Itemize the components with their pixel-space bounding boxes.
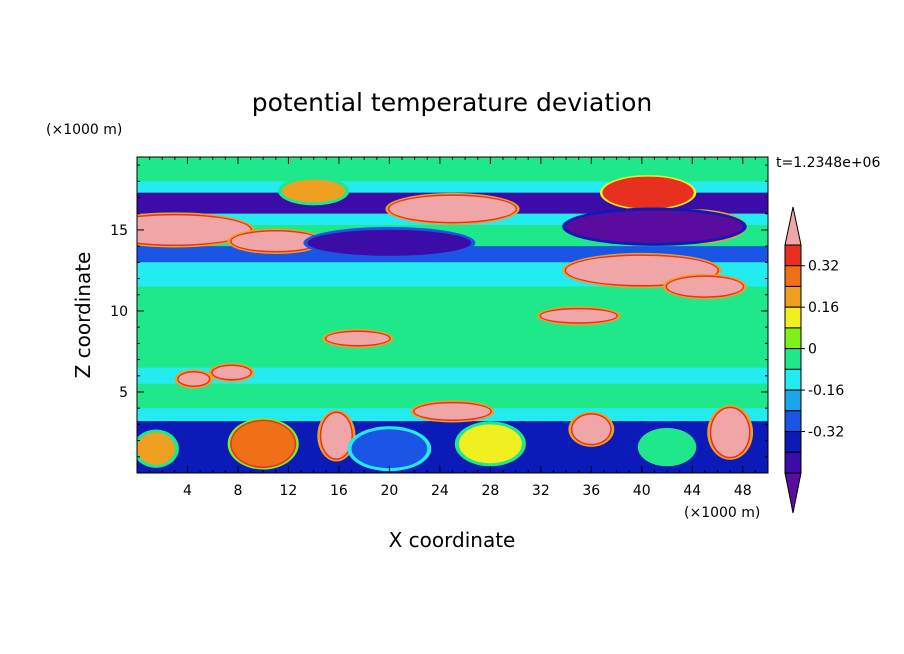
- y-axis-label: Z coordinate: [71, 252, 95, 379]
- colorbar-tick-label: 0.32: [808, 259, 839, 275]
- colorbar-tick-label: 0: [808, 342, 817, 358]
- contour-feature: [326, 332, 390, 345]
- colorbar-box: [784, 368, 802, 391]
- contour-feature: [603, 178, 693, 208]
- colorbar: 0.32 0.16 0 -0.16 -0.32: [784, 206, 844, 514]
- contour-feature: [212, 366, 251, 380]
- contour-feature: [321, 413, 352, 459]
- y-unit-label: (×1000 m): [46, 122, 122, 138]
- contour-feature: [137, 215, 251, 245]
- x-tick-label: 32: [532, 483, 550, 499]
- time-label: t=1.2348e+06: [776, 155, 880, 171]
- contour-feature: [641, 430, 693, 464]
- x-tick-label: 28: [481, 483, 499, 499]
- y-tick-label: 5: [119, 385, 128, 401]
- colorbar-tick-label: -0.32: [808, 425, 844, 441]
- y-axis: 5 10 15: [110, 164, 768, 458]
- colorbar-box: [784, 348, 802, 370]
- x-tick-label: 20: [380, 483, 398, 499]
- y-tick-label: 15: [110, 223, 128, 239]
- contour-field: [137, 157, 768, 473]
- contour-feature: [667, 276, 743, 297]
- contour-feature: [572, 414, 611, 444]
- colorbar-box: [784, 451, 802, 474]
- y-tick-label: 10: [110, 304, 128, 320]
- contour-feature: [351, 429, 428, 469]
- colorbar-box: [784, 285, 802, 308]
- contour-feature: [178, 372, 209, 386]
- x-tick-label: 40: [633, 483, 651, 499]
- colorbar-box: [784, 306, 802, 329]
- colorbar-box: [784, 431, 802, 453]
- contour-band: [137, 157, 768, 182]
- colorbar-box: [784, 265, 802, 287]
- colorbar-top-arrow: [784, 206, 802, 246]
- colorbar-box: [784, 244, 802, 267]
- contour-feature: [414, 403, 491, 420]
- contour-band: [137, 181, 768, 193]
- x-axis-label: X coordinate: [389, 528, 516, 552]
- contour-feature: [231, 421, 295, 467]
- x-tick-label: 12: [280, 483, 298, 499]
- colorbar-box: [784, 389, 802, 412]
- colorbar-bottom-arrow: [784, 472, 802, 514]
- contour-feature: [307, 229, 472, 256]
- contour-band: [137, 367, 768, 384]
- x-tick-label: 16: [330, 483, 348, 499]
- x-tick-label: 4: [183, 483, 192, 499]
- x-tick-label: 24: [431, 483, 449, 499]
- contour-feature: [458, 424, 522, 464]
- x-tick-label: 8: [233, 483, 242, 499]
- x-tick-label: 36: [582, 483, 600, 499]
- colorbar-box: [784, 410, 802, 433]
- chart-title: potential temperature deviation: [252, 88, 652, 117]
- contour-band: [137, 310, 768, 368]
- x-unit-label: (×1000 m): [684, 505, 760, 521]
- colorbar-box: [784, 327, 802, 350]
- x-tick-label: 48: [734, 483, 752, 499]
- contour-feature: [389, 195, 516, 222]
- contour-feature: [137, 432, 175, 465]
- contour-feature: [566, 210, 743, 243]
- contour-feature: [231, 231, 320, 251]
- colorbar-tick-label: 0.16: [808, 300, 839, 316]
- contour-feature: [711, 408, 750, 457]
- x-tick-label: 44: [683, 483, 701, 499]
- x-axis: 4 8 12 16 20 24 28 32 36 40 44 48: [149, 157, 756, 499]
- contour-feature: [540, 309, 617, 323]
- contour-feature: [282, 179, 346, 203]
- contour-band: [137, 286, 768, 311]
- colorbar-tick-label: -0.16: [808, 383, 844, 399]
